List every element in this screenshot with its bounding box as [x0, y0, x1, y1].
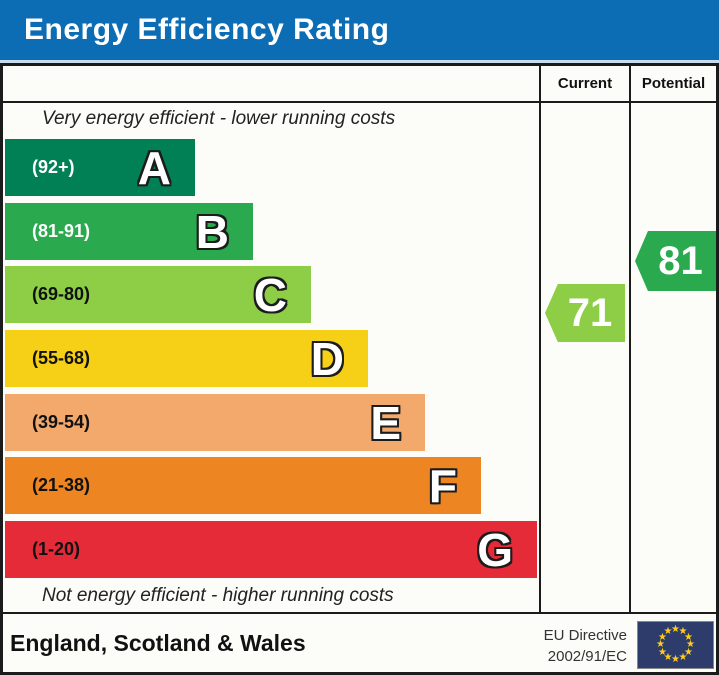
- band-a: (92+) A: [5, 139, 195, 196]
- eu-flag-star-icon: ★: [684, 646, 693, 658]
- band-e: (39-54) E: [5, 394, 425, 451]
- band-range-label: (55-68): [32, 348, 91, 368]
- eu-flag-star-icon: ★: [656, 639, 665, 650]
- band-letter: F: [428, 459, 457, 512]
- eu-directive-label: EU Directive 2002/91/EC: [460, 625, 627, 667]
- eu-flag-star-icon: ★: [663, 651, 673, 663]
- eu-flag-star-icon: ★: [678, 651, 688, 663]
- caption-not-efficient: Not energy efficient - higher running co…: [42, 585, 394, 606]
- current-column-header: Current: [557, 75, 613, 92]
- current-column-divider: [539, 63, 541, 614]
- band-d: (55-68) D: [5, 330, 368, 387]
- band-range-label: (92+): [32, 157, 75, 177]
- footer-row-divider: [0, 612, 719, 614]
- band-range-label: (1-20): [32, 539, 81, 559]
- page-title: Energy Efficiency Rating: [24, 13, 390, 46]
- eu-flag-star-icon: ★: [686, 639, 695, 650]
- title-bar: Energy Efficiency Rating: [0, 0, 719, 63]
- current-rating-value: 71: [567, 290, 613, 335]
- caption-very-efficient: Very energy efficient - lower running co…: [42, 108, 396, 129]
- eu-flag-star-icon: ★: [663, 626, 673, 637]
- header-row-divider: [0, 101, 719, 103]
- band-letter: G: [477, 523, 513, 576]
- band-letter: C: [253, 268, 287, 321]
- eu-flag-star-icon: ★: [658, 646, 667, 658]
- band-c: (69-80) C: [5, 266, 311, 323]
- potential-rating-arrow: 81: [635, 231, 716, 291]
- band-range-label: (69-80): [32, 284, 91, 304]
- band-letter: A: [137, 141, 171, 194]
- band-letter: E: [370, 396, 401, 449]
- band-letter: D: [310, 332, 344, 385]
- eu-flag-star-icon: ★: [671, 654, 680, 665]
- band-g: (1-20) G: [5, 521, 537, 578]
- current-rating-arrow: 71: [545, 284, 625, 342]
- band-letter: B: [195, 205, 229, 258]
- eu-flag-star-icon: ★: [684, 631, 693, 643]
- eu-flag: ★ ★ ★ ★ ★ ★ ★ ★ ★ ★ ★ ★: [637, 621, 714, 669]
- band-f: (21-38) F: [5, 457, 481, 514]
- band-range-label: (39-54): [32, 412, 91, 432]
- eu-flag-star-icon: ★: [658, 631, 667, 643]
- band-b: (81-91) B: [5, 203, 253, 260]
- potential-column-header: Potential: [641, 75, 706, 92]
- band-range-label: (81-91): [32, 221, 91, 241]
- band-range-label: (21-38): [32, 475, 91, 495]
- region-label: England, Scotland & Wales: [10, 629, 306, 656]
- eu-directive-line2: 2002/91/EC: [547, 648, 627, 665]
- eu-flag-star-icon: ★: [678, 626, 688, 637]
- eu-directive-line1: EU Directive: [543, 627, 627, 644]
- potential-column-divider: [629, 63, 631, 614]
- potential-rating-value: 81: [658, 238, 703, 283]
- eu-flag-star-icon: ★: [671, 624, 680, 635]
